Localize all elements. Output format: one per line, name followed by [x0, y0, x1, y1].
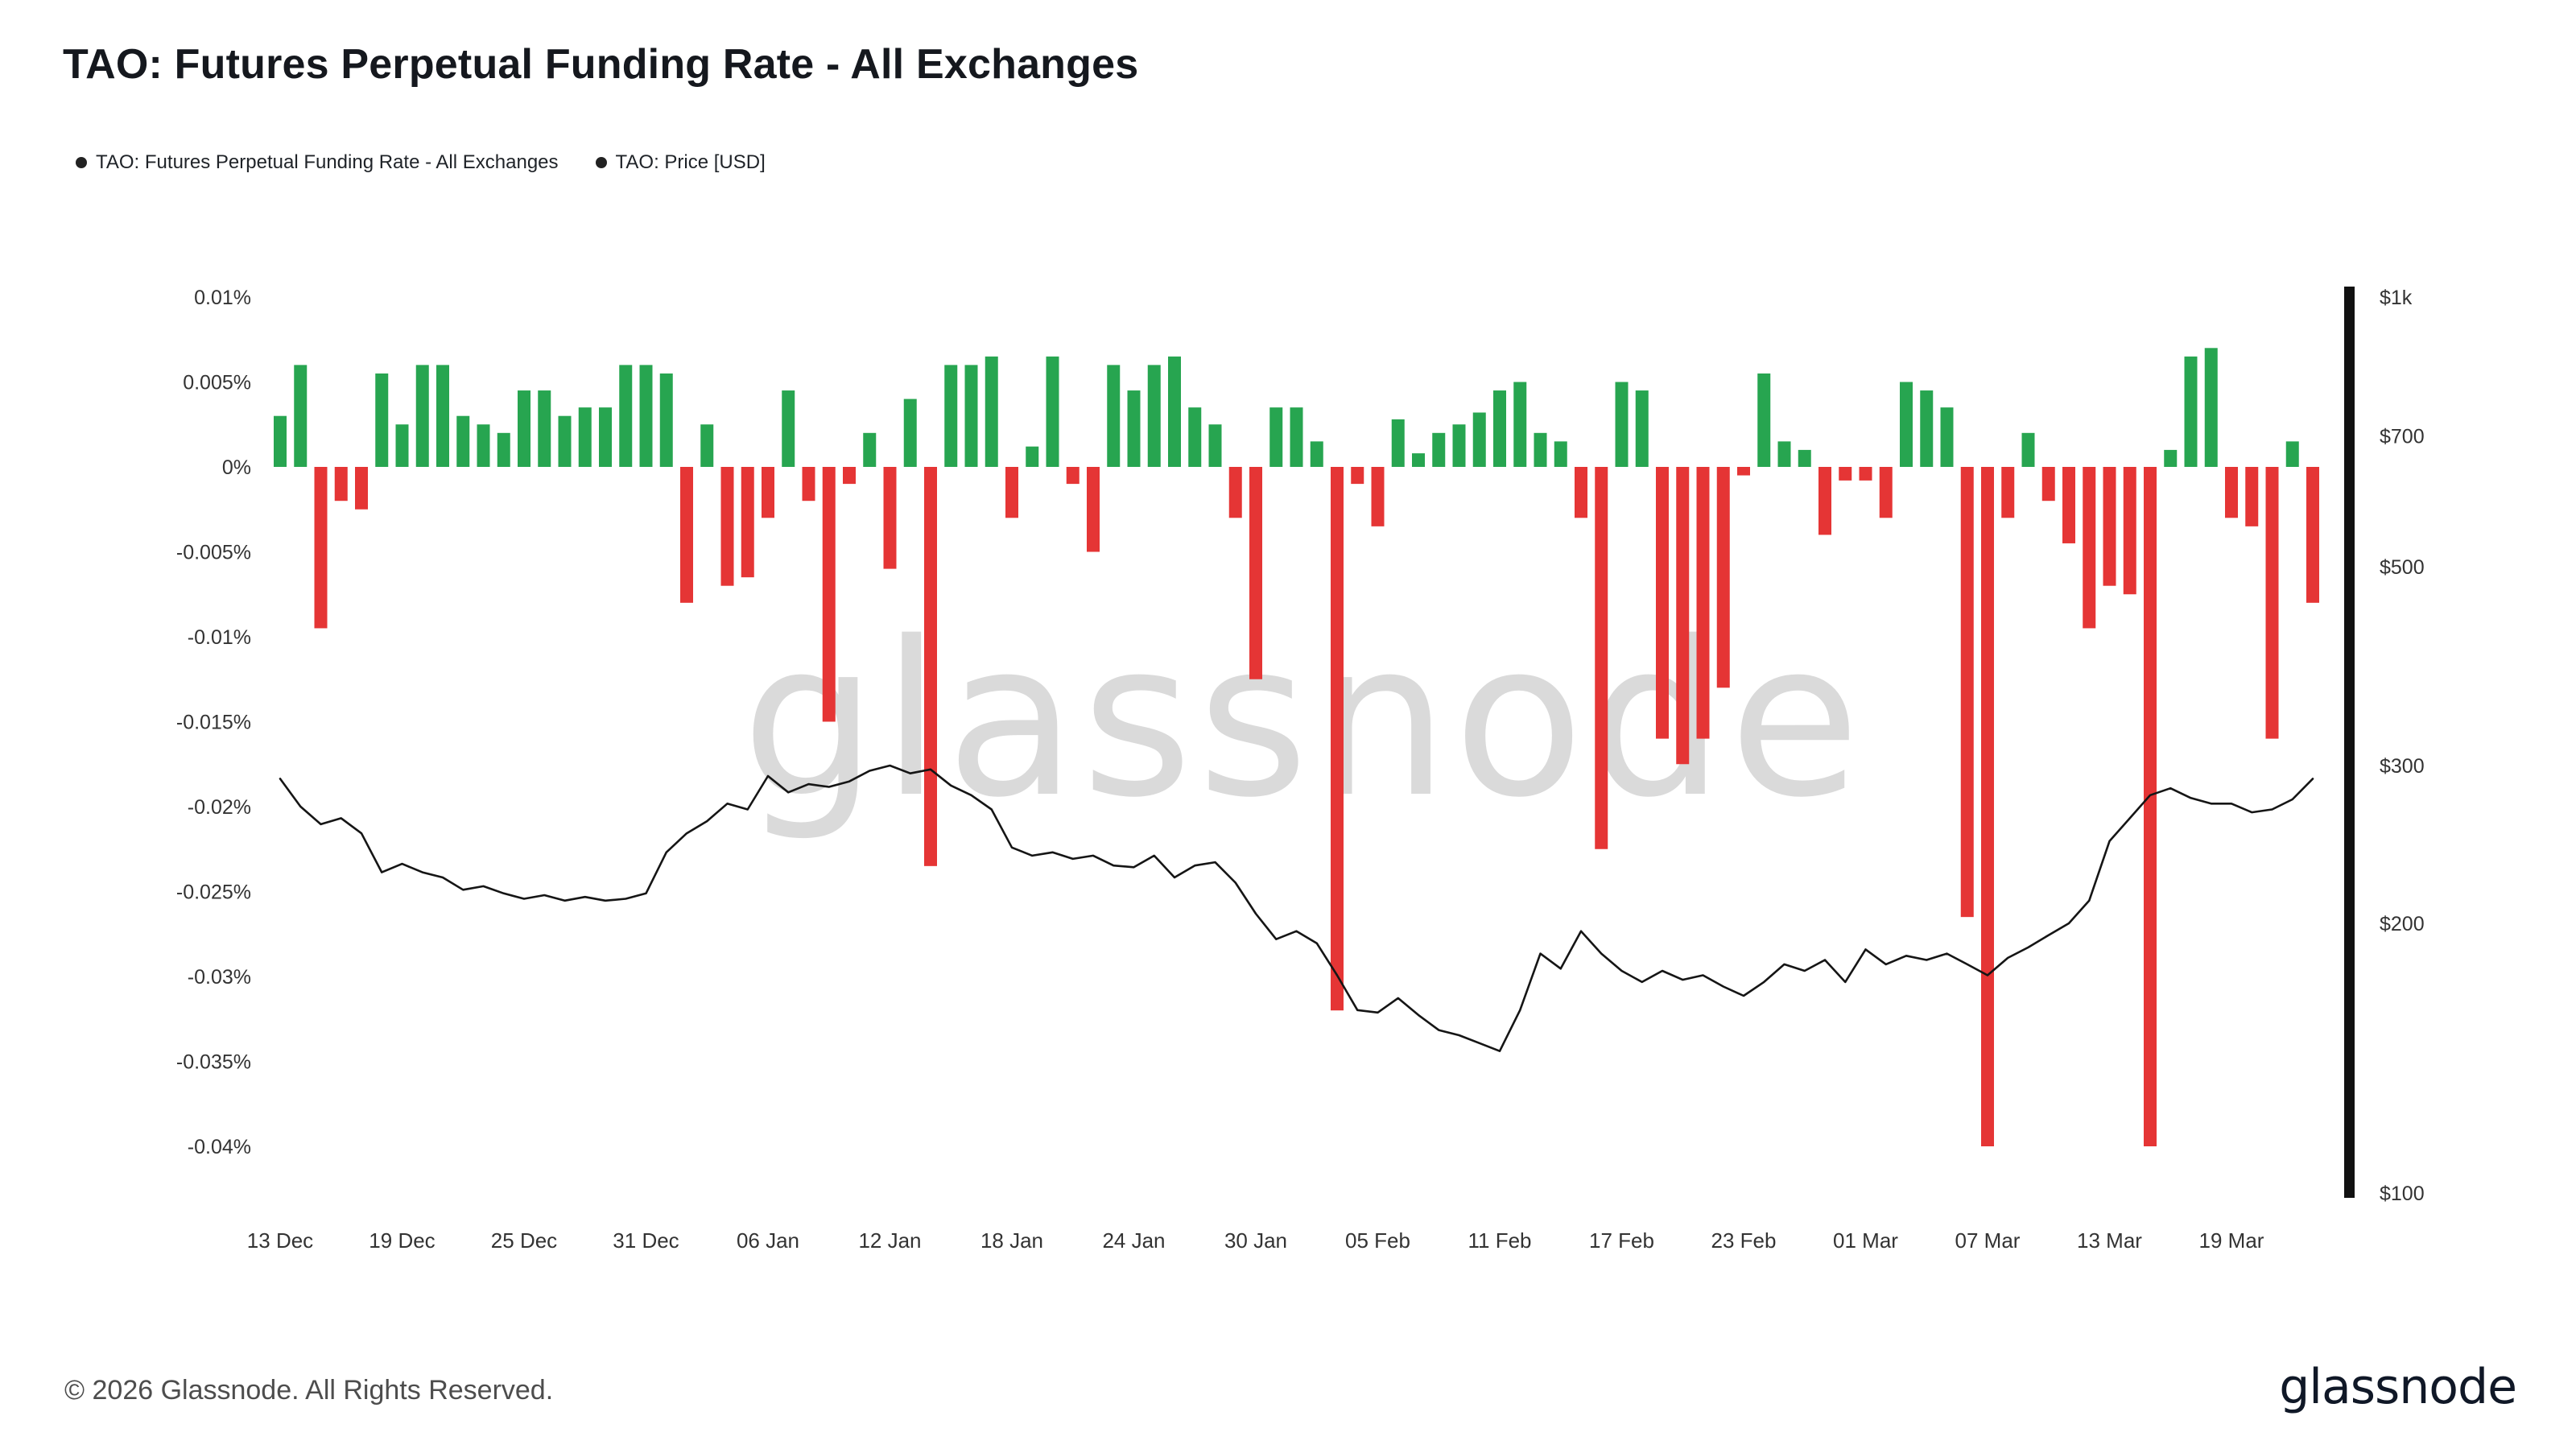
- copyright-text: © 2026 Glassnode. All Rights Reserved.: [64, 1375, 554, 1406]
- svg-text:19 Mar: 19 Mar: [2199, 1228, 2264, 1253]
- series-dot-icon: [76, 157, 87, 168]
- svg-text:30 Jan: 30 Jan: [1224, 1228, 1287, 1253]
- legend-item-price[interactable]: TAO: Price [USD]: [595, 151, 766, 174]
- svg-text:-0.015%: -0.015%: [176, 712, 251, 734]
- svg-text:13 Mar: 13 Mar: [2077, 1228, 2142, 1253]
- svg-text:0%: 0%: [222, 456, 251, 479]
- svg-text:$300: $300: [2380, 755, 2425, 778]
- svg-text:$100: $100: [2380, 1183, 2425, 1205]
- chart-area: glassnode 0.01% 0.005% 0% -0.005% -0.01% -0.0…: [0, 0, 2576, 1304]
- svg-text:$700: $700: [2380, 425, 2425, 448]
- legend: TAO: Futures Perpetual Funding Rate - Al…: [76, 151, 766, 174]
- price-line: [279, 764, 2314, 1052]
- svg-text:$200: $200: [2380, 913, 2425, 935]
- svg-text:-0.04%: -0.04%: [188, 1136, 251, 1158]
- svg-text:19 Dec: 19 Dec: [369, 1228, 435, 1253]
- svg-text:-0.005%: -0.005%: [176, 542, 251, 564]
- glassnode-logo[interactable]: glassnode: [2279, 1359, 2517, 1415]
- svg-text:$1k: $1k: [2380, 287, 2413, 309]
- svg-text:17 Feb: 17 Feb: [1589, 1228, 1654, 1253]
- x-axis-labels: 13 Dec 19 Dec 25 Dec 31 Dec 06 Jan 12 Jan 18 J…: [247, 1228, 2264, 1253]
- svg-text:25 Dec: 25 Dec: [491, 1228, 557, 1253]
- series-dot-icon: [595, 157, 607, 168]
- svg-text:-0.02%: -0.02%: [188, 796, 251, 819]
- funding-rate-bars: [274, 348, 2319, 1146]
- svg-text:$500: $500: [2380, 556, 2425, 579]
- svg-text:-0.01%: -0.01%: [188, 626, 251, 649]
- svg-text:18 Jan: 18 Jan: [980, 1228, 1043, 1253]
- legend-item-label: TAO: Futures Perpetual Funding Rate - Al…: [96, 151, 559, 173]
- svg-text:05 Feb: 05 Feb: [1345, 1228, 1410, 1253]
- svg-text:11 Feb: 11 Feb: [1468, 1228, 1531, 1253]
- svg-text:-0.025%: -0.025%: [176, 881, 251, 904]
- svg-text:-0.03%: -0.03%: [188, 966, 251, 989]
- chart-canvas[interactable]: 0.01% 0.005% 0% -0.005% -0.01% -0.015% -0.02% -…: [0, 0, 2576, 1304]
- svg-text:24 Jan: 24 Jan: [1102, 1228, 1165, 1253]
- svg-text:23 Feb: 23 Feb: [1711, 1228, 1777, 1253]
- svg-text:13 Dec: 13 Dec: [247, 1228, 313, 1253]
- legend-item-funding-rate[interactable]: TAO: Futures Perpetual Funding Rate - Al…: [76, 151, 559, 174]
- page-title: TAO: Futures Perpetual Funding Rate - Al…: [63, 41, 1139, 88]
- svg-text:06 Jan: 06 Jan: [737, 1228, 799, 1253]
- right-axis-labels: $1k $700 $500 $300 $200 $100: [2380, 287, 2425, 1205]
- svg-text:0.01%: 0.01%: [194, 287, 251, 309]
- svg-text:12 Jan: 12 Jan: [858, 1228, 921, 1253]
- left-axis-labels: 0.01% 0.005% 0% -0.005% -0.01% -0.015% -0.02% -…: [176, 287, 251, 1158]
- svg-text:-0.035%: -0.035%: [176, 1051, 251, 1074]
- svg-text:01 Mar: 01 Mar: [1833, 1228, 1898, 1253]
- svg-text:07 Mar: 07 Mar: [1955, 1228, 2021, 1253]
- right-axis-bar: [2344, 287, 2355, 1198]
- svg-text:0.005%: 0.005%: [183, 372, 251, 394]
- svg-text:31 Dec: 31 Dec: [613, 1228, 679, 1253]
- legend-item-label: TAO: Price [USD]: [615, 151, 766, 173]
